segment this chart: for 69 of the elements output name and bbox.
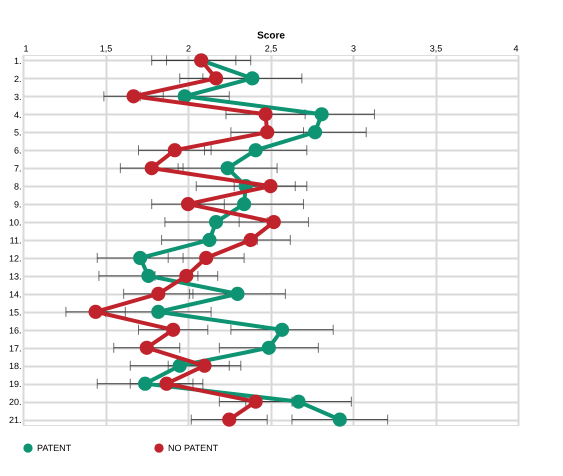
legend-label: NO PATENT	[168, 443, 219, 454]
point	[248, 143, 263, 158]
point	[244, 232, 258, 248]
point	[230, 286, 245, 301]
point	[159, 376, 174, 391]
point	[151, 304, 166, 319]
point	[144, 161, 159, 176]
y-tick-label: 20.	[8, 397, 22, 408]
point	[138, 376, 152, 391]
point	[222, 412, 236, 427]
point	[263, 179, 278, 194]
y-tick-label: 18.	[8, 361, 22, 372]
point	[140, 340, 154, 355]
point	[266, 214, 281, 230]
point	[237, 197, 252, 212]
point	[220, 161, 235, 176]
point	[88, 304, 103, 319]
point	[133, 250, 148, 266]
y-tick-label: 17.	[8, 343, 22, 354]
y-tick-label: 14.	[8, 289, 22, 300]
y-tick-label: 8.	[14, 182, 22, 192]
x-tick-label: 1,5	[100, 44, 112, 54]
point	[197, 358, 212, 373]
y-tick-label: 10.	[8, 218, 22, 228]
y-tick-label: 11.	[10, 236, 22, 246]
point	[245, 71, 260, 86]
point	[258, 107, 273, 122]
point	[199, 250, 214, 266]
point	[179, 268, 194, 283]
y-tick-label: 9.	[14, 200, 22, 210]
point	[180, 197, 196, 212]
y-tick-label: 21.	[8, 415, 22, 426]
x-tick-label: 1	[24, 44, 29, 54]
y-tick-label: 16.	[8, 325, 22, 336]
point	[141, 268, 156, 283]
point	[248, 394, 263, 409]
point	[308, 125, 322, 140]
y-tick-label: 13.	[8, 271, 22, 282]
y-tick-label: 19.	[8, 379, 22, 390]
point	[208, 214, 224, 230]
x-tick-label: 3	[350, 44, 356, 54]
y-tick-label: 7.	[14, 164, 22, 174]
point	[126, 89, 141, 104]
y-tick-label: 15.	[8, 307, 22, 318]
y-tick-label: 6.	[14, 146, 22, 156]
legend-label: PATENT	[37, 443, 72, 454]
y-tick-label: 12.	[8, 253, 22, 264]
point	[172, 358, 187, 373]
point	[262, 340, 276, 355]
x-tick-label: 2,5	[264, 44, 278, 54]
point	[208, 71, 224, 86]
x-tick-label: 2	[186, 44, 192, 54]
x-axis-title: Score	[257, 30, 286, 42]
y-tick-label: 1.	[14, 56, 22, 66]
y-tick-label: 3.	[14, 92, 22, 102]
x-tick-label: 4	[513, 44, 518, 54]
x-tick-label: 3,5	[430, 44, 442, 54]
y-tick-label: 4.	[14, 110, 22, 120]
point	[274, 322, 290, 337]
point	[260, 125, 274, 140]
y-tick-label: 2.	[14, 74, 22, 84]
point	[202, 232, 217, 248]
point	[168, 143, 182, 158]
y-tick-label: 5.	[14, 128, 22, 138]
point	[166, 322, 180, 337]
point	[291, 394, 306, 409]
point	[314, 107, 329, 122]
point	[151, 286, 166, 301]
point	[332, 412, 347, 427]
